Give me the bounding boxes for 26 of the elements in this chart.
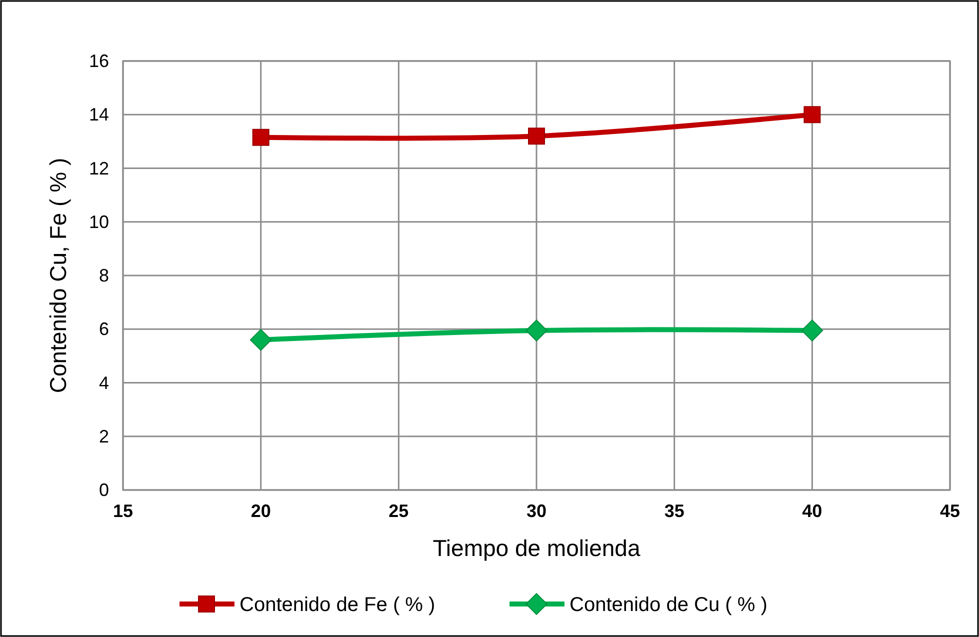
x-tick-label: 15 [112,501,134,521]
x-axis-title: Tiempo de molienda [432,535,640,561]
legend-label: Contenido de Cu ( % ) [570,594,768,616]
point [252,128,270,146]
x-tick-label: 45 [940,501,960,521]
x-tick-label: 40 [802,501,822,521]
point [801,320,824,342]
y-tick-label: 8 [98,266,109,286]
point [250,328,272,351]
point [528,128,545,145]
y-tick-label: 0 [98,480,109,500]
point [804,106,821,124]
x-tick-label: 25 [388,501,409,521]
y-axis-title: Contenido Cu, Fe ( % ) [45,158,71,394]
y-tick-label: 6 [98,319,109,340]
y-tick-label: 12 [88,158,109,178]
x-tick-label: 35 [664,501,684,521]
y-tick-label: 4 [98,372,109,393]
y-tick-label: 14 [88,104,109,125]
y-tick-label: 16 [88,51,109,71]
y-tick-label: 10 [88,212,109,232]
y-tick-label: 2 [98,426,109,446]
point [526,320,548,342]
legend-label: Contenido de Fe ( % ) [240,594,436,616]
x-tick-label: 30 [526,501,547,521]
x-tick-label: 20 [250,501,271,521]
